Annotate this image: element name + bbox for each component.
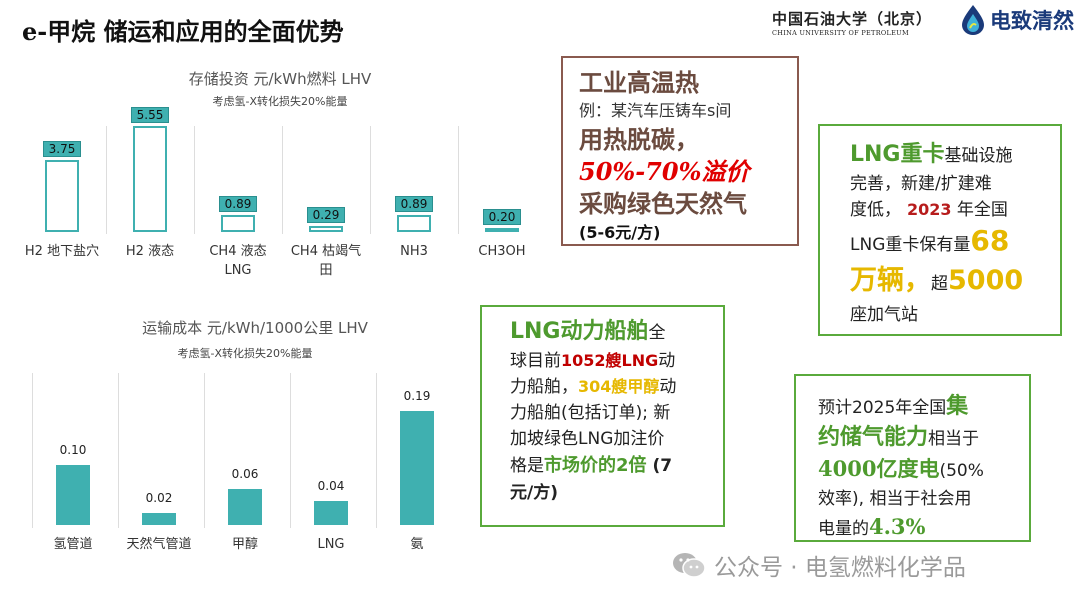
chart1-separator bbox=[458, 126, 459, 234]
box2-line5: 万辆，超5000 bbox=[850, 265, 1024, 296]
chart1-category-label: H2 地下盐穴 bbox=[17, 242, 107, 261]
university-name-en: CHINA UNIVERSITY OF PETROLEUM bbox=[772, 29, 909, 37]
wechat-icon bbox=[673, 553, 706, 578]
box3-line1: LNG动力船舶全 bbox=[510, 319, 666, 344]
chart1-category-line: NH3 bbox=[400, 244, 428, 259]
box3-line6: 格是市场价的2倍 (7 bbox=[510, 455, 673, 476]
storage-investment-chart: 3.75 H2 地下盐穴 5.55 H2 液态 0.89 CH4 液态 LNG 0.29 CH4… bbox=[0, 0, 526, 278]
chart2-value-label: 0.04 bbox=[317, 479, 345, 493]
chart2-category-label: 氢管道 bbox=[53, 537, 93, 552]
chart1-bar bbox=[309, 226, 343, 232]
chart2-title: 运输成本 元/kWh/1000公里 LHV bbox=[142, 319, 368, 337]
box3-line3: 力船舶，304艘甲醇动 bbox=[510, 377, 677, 397]
chart1-value-label: 0.89 bbox=[219, 195, 257, 212]
chart1-separator bbox=[194, 126, 195, 234]
chart2-bar bbox=[228, 489, 262, 525]
chart2-value-label: 0.02 bbox=[145, 491, 173, 505]
transport-cost-chart: 0.10 氢管道 0.02 天然气管道 0.06 甲醇 0.04 LNG 0.19 氨 bbox=[0, 0, 434, 552]
chart1-category-line: CH3OH bbox=[478, 244, 526, 259]
chart2-bar bbox=[400, 411, 434, 525]
chart2-bar bbox=[142, 513, 176, 525]
chart1-bar bbox=[397, 214, 431, 232]
chart1-value-label: 0.89 bbox=[395, 195, 433, 212]
box2-line1: LNG重卡基础设施 bbox=[850, 142, 1013, 167]
chart1-bar bbox=[221, 214, 255, 232]
chart2-separator bbox=[376, 373, 377, 528]
box2-line4: LNG重卡保有量68 bbox=[850, 224, 1010, 257]
box2-line3: 度低， 2023 年全国 bbox=[850, 200, 1008, 220]
chart1-separator bbox=[282, 126, 283, 234]
chart2-separator bbox=[32, 373, 33, 528]
box3-line2: 球目前1052艘LNG动 bbox=[510, 351, 676, 371]
chart1-category-line: CH4 枯竭气 bbox=[290, 244, 362, 259]
box4-line3: 4000亿度电(50% bbox=[818, 456, 984, 481]
box1-premium: 50%-70%溢价 bbox=[579, 157, 750, 186]
chart1-category-line: LNG bbox=[224, 263, 252, 278]
lng-ship-box: LNG动力船舶全 球目前1052艘LNG动 力船舶，304艘甲醇动 力船舶(包括… bbox=[480, 305, 725, 527]
chart1-value-label: 3.75 bbox=[43, 141, 81, 158]
chart1-subtitle: 考虑氢-X转化损失20%能量 bbox=[212, 95, 348, 108]
chart2-subtitle: 考虑氢-X转化损失20%能量 bbox=[177, 347, 313, 360]
chart1-value-label: 5.55 bbox=[131, 106, 169, 123]
chart1-category-label: NH3 bbox=[369, 242, 459, 261]
chart1-bar bbox=[45, 160, 79, 232]
chart1-separator bbox=[106, 126, 107, 234]
box4-line4: 效率), 相当于社会用 bbox=[818, 489, 972, 509]
chart1-category-line: H2 液态 bbox=[125, 244, 175, 259]
box4-line5: 电量的4.3% bbox=[818, 514, 926, 539]
box1-example: 例：某汽车压铸车s间 bbox=[579, 101, 732, 120]
university-logo: 中国石油大学（北京） CHINA UNIVERSITY OF PETROLEUM bbox=[772, 8, 932, 37]
chart1-category-label: CH3OH bbox=[457, 242, 547, 261]
chart2-category-label: 天然气管道 bbox=[126, 537, 192, 552]
brand-logo: 电致清然 bbox=[960, 4, 1074, 36]
chart1-value-label: 0.20 bbox=[483, 209, 521, 225]
chart1-bar bbox=[485, 228, 519, 232]
chart2-value-label: 0.10 bbox=[59, 443, 87, 457]
chart1-title: 存储投资 元/kWh燃料 LHV bbox=[188, 70, 372, 88]
watermark: 公众号 · 电氢燃料化学品 bbox=[672, 548, 966, 582]
chart2-category-label: 甲醇 bbox=[231, 537, 258, 552]
box4-line1: 预计2025年全国集 bbox=[818, 394, 969, 419]
chart1-category-line: CH4 液态 bbox=[209, 244, 267, 259]
chart1-category-line: 田 bbox=[319, 263, 333, 278]
box1-decarb: 用热脱碳， bbox=[579, 126, 699, 154]
box3-line4: 力船舶(包括订单); 新 bbox=[510, 403, 671, 423]
chart1-category-label: CH4 枯竭气田 bbox=[281, 242, 371, 280]
chart2-category-label: 氨 bbox=[410, 537, 424, 552]
page-title: e-甲烷 储运和应用的全面优势 bbox=[22, 17, 344, 46]
flame-drop-icon bbox=[962, 5, 984, 35]
chart2-value-label: 0.19 bbox=[403, 389, 431, 403]
box2-line6: 座加气站 bbox=[850, 305, 918, 325]
watermark-text: 公众号 · 电氢燃料化学品 bbox=[714, 555, 966, 581]
box4-line2: 约储气能力相当于 bbox=[818, 425, 980, 450]
chart2-value-label: 0.06 bbox=[231, 467, 259, 481]
chart2-bar bbox=[314, 501, 348, 525]
box3-line5: 加坡绿色LNG加注价 bbox=[510, 429, 665, 449]
box1-price: (5-6元/方) bbox=[579, 223, 661, 242]
box1-green-gas: 采购绿色天然气 bbox=[579, 190, 747, 218]
chart2-separator bbox=[118, 373, 119, 528]
lng-truck-box: LNG重卡基础设施 完善，新建/扩建难 度低， 2023 年全国 LNG重卡保有量… bbox=[818, 124, 1062, 336]
chart1-value-label: 0.29 bbox=[307, 207, 345, 224]
chart2-category-label: LNG bbox=[317, 537, 345, 552]
university-name-zh: 中国石油大学（北京） bbox=[772, 10, 933, 28]
chart2-separator bbox=[290, 373, 291, 528]
box3-line7: 元/方) bbox=[510, 483, 558, 503]
chart2-bar bbox=[56, 465, 90, 525]
chart2-separator bbox=[204, 373, 205, 528]
brand-name: 电致清然 bbox=[990, 9, 1074, 33]
box1-heading: 工业高温热 bbox=[579, 69, 699, 97]
gas-storage-box: 预计2025年全国集 约储气能力相当于 4000亿度电(50% 效率), 相当于… bbox=[794, 374, 1031, 542]
chart1-category-label: CH4 液态 LNG bbox=[193, 242, 283, 280]
chart1-category-line: H2 地下盐穴 bbox=[24, 244, 100, 259]
chart1-category-label: H2 液态 bbox=[105, 242, 195, 261]
chart1-bar bbox=[133, 125, 167, 232]
box2-line2: 完善，新建/扩建难 bbox=[850, 174, 992, 194]
chart1-separator bbox=[370, 126, 371, 234]
industrial-heat-box: 工业高温热 例：某汽车压铸车s间 用热脱碳， 50%-70%溢价 采购绿色天然气… bbox=[561, 56, 799, 246]
